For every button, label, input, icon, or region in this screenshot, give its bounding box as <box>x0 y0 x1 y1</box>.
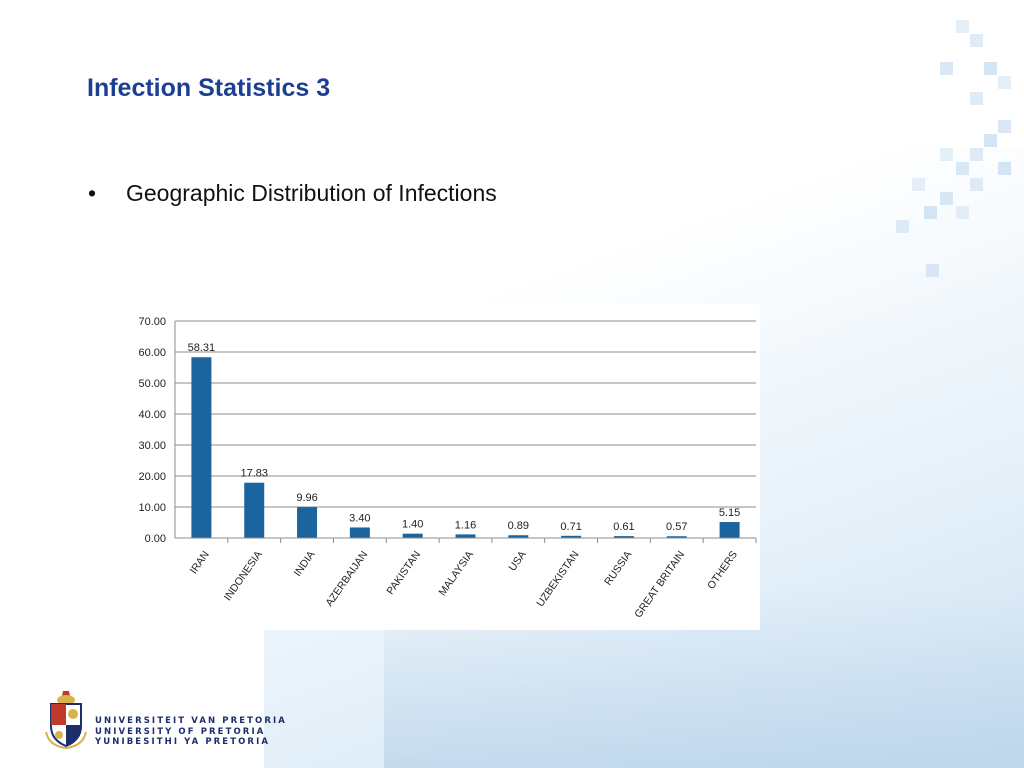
pixel-square <box>912 178 925 191</box>
data-label: 1.16 <box>455 519 476 531</box>
y-tick-label: 40.00 <box>138 409 166 421</box>
bar <box>561 535 582 538</box>
bullet-symbol: • <box>88 180 97 206</box>
university-name-afrikaans: UNIVERSITEIT VAN PRETORIA <box>95 716 287 726</box>
university-name-english: UNIVERSITY OF PRETORIA <box>95 726 266 737</box>
pixel-square <box>970 178 983 191</box>
slide-title: Infection Statistics 3 <box>87 74 331 102</box>
pixel-square <box>984 62 997 75</box>
data-label: 0.71 <box>560 521 581 533</box>
x-category-label: IRAN <box>188 549 212 576</box>
bar <box>666 536 687 538</box>
data-label: 5.15 <box>719 507 740 519</box>
pixel-square <box>940 62 953 75</box>
bar-chart: 0.00 10.00 20.00 30.00 40.00 50.00 60.00 70.00 5… <box>128 304 760 630</box>
bar <box>244 482 265 538</box>
y-tick-label: 10.00 <box>138 502 166 514</box>
university-name-sepedi: YUNIBESITHI YA PRETORIA <box>95 737 271 747</box>
bar <box>508 535 529 538</box>
data-label: 0.61 <box>613 521 634 533</box>
pixel-square <box>970 34 983 47</box>
bar <box>719 522 740 538</box>
bar <box>613 536 634 538</box>
university-name-block: UNIVERSITEIT VAN PRETORIA UNIVERSITY OF … <box>95 716 287 748</box>
x-category-label: MALAYSIA <box>436 549 476 598</box>
y-tick-label: 70.00 <box>138 316 166 328</box>
x-category-label: PAKISTAN <box>384 549 423 597</box>
pixel-square-decoration <box>896 20 1011 277</box>
bar-chart-svg: 0.00 10.00 20.00 30.00 40.00 50.00 60.00 70.00 5… <box>138 316 757 620</box>
x-category-label: GREAT BRITAIN <box>632 549 687 620</box>
y-tick-label: 50.00 <box>138 378 166 390</box>
x-category-label: OTHERS <box>705 549 740 592</box>
x-category-label: AZERBAIJAN <box>323 549 370 609</box>
pixel-square <box>956 206 969 219</box>
pixel-square <box>926 264 939 277</box>
bullet-text: Geographic Distribution of Infections <box>126 180 497 206</box>
data-label: 0.89 <box>508 520 529 532</box>
pixel-square <box>940 192 953 205</box>
data-label: 3.40 <box>349 512 370 524</box>
pixel-square <box>924 206 937 219</box>
data-label: 1.40 <box>402 519 423 531</box>
bar <box>191 357 212 538</box>
x-category-label: UZBEKISTAN <box>534 549 581 609</box>
pixel-square <box>970 148 983 161</box>
pixel-square <box>970 92 983 105</box>
bar <box>402 533 423 538</box>
pixel-square <box>940 148 953 161</box>
pixel-square <box>998 162 1011 175</box>
bar <box>297 507 318 538</box>
x-category-label: INDONESIA <box>222 549 265 603</box>
y-tick-label: 60.00 <box>138 347 166 359</box>
pixel-square <box>956 162 969 175</box>
bullet-item: • Geographic Distribution of Infections <box>88 180 497 207</box>
pixel-square <box>956 20 969 33</box>
data-label: 0.57 <box>666 521 687 533</box>
university-crest-icon <box>45 691 87 750</box>
x-category-label: USA <box>507 549 529 574</box>
pixel-square <box>896 220 909 233</box>
pixel-square <box>984 134 997 147</box>
y-tick-label: 0.00 <box>145 533 166 545</box>
pixel-square <box>998 120 1011 133</box>
bar <box>349 527 370 538</box>
data-label: 9.96 <box>296 492 317 504</box>
pixel-square <box>998 76 1011 89</box>
y-tick-label: 20.00 <box>138 471 166 483</box>
x-category-label: INDIA <box>292 549 318 579</box>
bar <box>455 534 476 538</box>
data-label: 58.31 <box>188 342 216 354</box>
y-tick-label: 30.00 <box>138 440 166 452</box>
data-label: 17.83 <box>240 468 268 480</box>
x-category-label: RUSSIA <box>602 549 634 588</box>
